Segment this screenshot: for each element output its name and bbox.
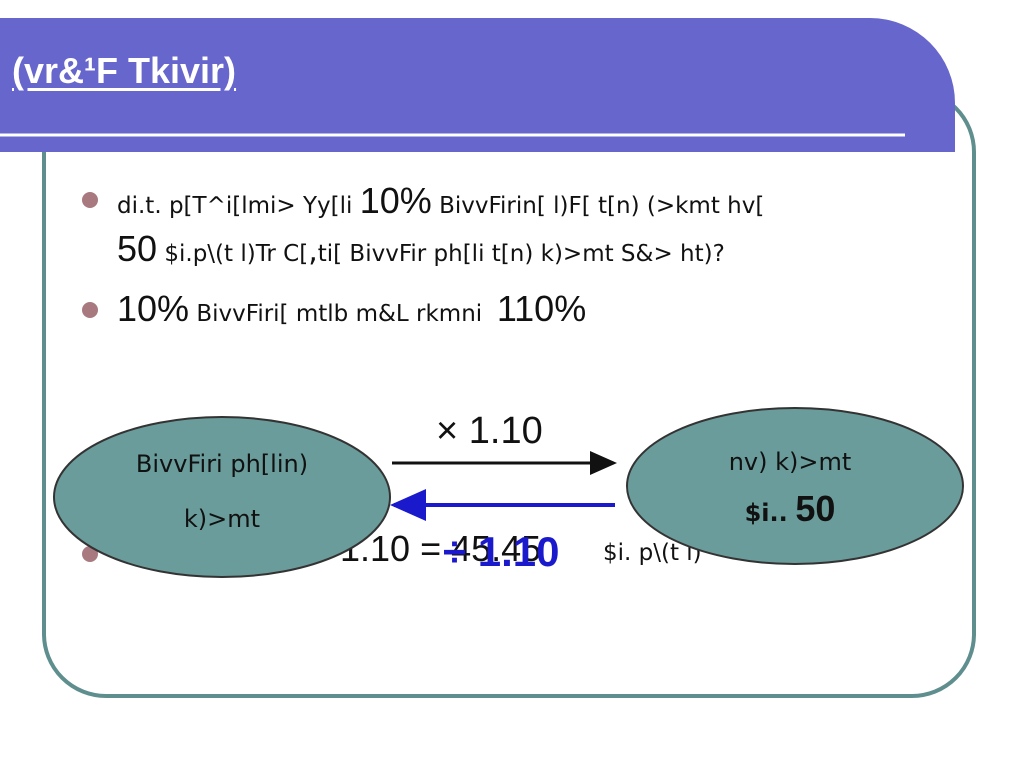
bullet-line: di.t. p[T^i[lmi> Yy[li 10% BivvFirin[ l)… xyxy=(117,180,764,222)
number: 50 xyxy=(117,228,158,269)
right-node xyxy=(626,407,964,565)
text: BivvFiri[ mtlb m&L rkmni xyxy=(196,301,483,327)
bullet-dot xyxy=(82,546,98,562)
number: 50 xyxy=(795,488,836,529)
slide-title: (vr&¹F Tkivir) xyxy=(12,50,237,91)
number: 10% xyxy=(359,180,432,221)
text: ti[ BivvFir ph[li t[n) k)>mt S&> ht)? xyxy=(317,241,725,267)
text: BivvFirin[ l)F[ t[n) (>kmt hv[ xyxy=(439,193,765,219)
node-label: $i.. 50 xyxy=(630,488,950,530)
node-label: BivvFiri ph[lin) xyxy=(135,450,309,478)
left-node xyxy=(53,416,391,578)
node-label: nv) k)>mt xyxy=(728,448,852,476)
backward-label: ÷ 1.10 xyxy=(443,528,560,575)
equation: 1.10 = 45.45 xyxy=(340,528,542,569)
bullet-dot xyxy=(82,302,98,318)
bullet-line: 50 $i.p\(t l)Tr C[,ti[ BivvFir ph[li t[n… xyxy=(117,228,725,270)
text: di.t. p[T^i[lmi> Yy[li xyxy=(117,193,353,219)
bullet-line: 10% BivvFiri[ mtlb m&L rkmni 110% xyxy=(117,288,586,330)
text: , xyxy=(308,234,318,269)
forward-label: × 1.10 xyxy=(436,410,543,452)
header-band xyxy=(0,18,955,152)
node-label: k)>mt xyxy=(183,505,261,533)
text: $i.. xyxy=(744,499,788,527)
text: $i.p\(t l)Tr C[ xyxy=(164,241,309,267)
bullet-dot xyxy=(82,192,98,208)
number: 10% xyxy=(117,288,190,329)
number: 110% xyxy=(496,288,587,329)
